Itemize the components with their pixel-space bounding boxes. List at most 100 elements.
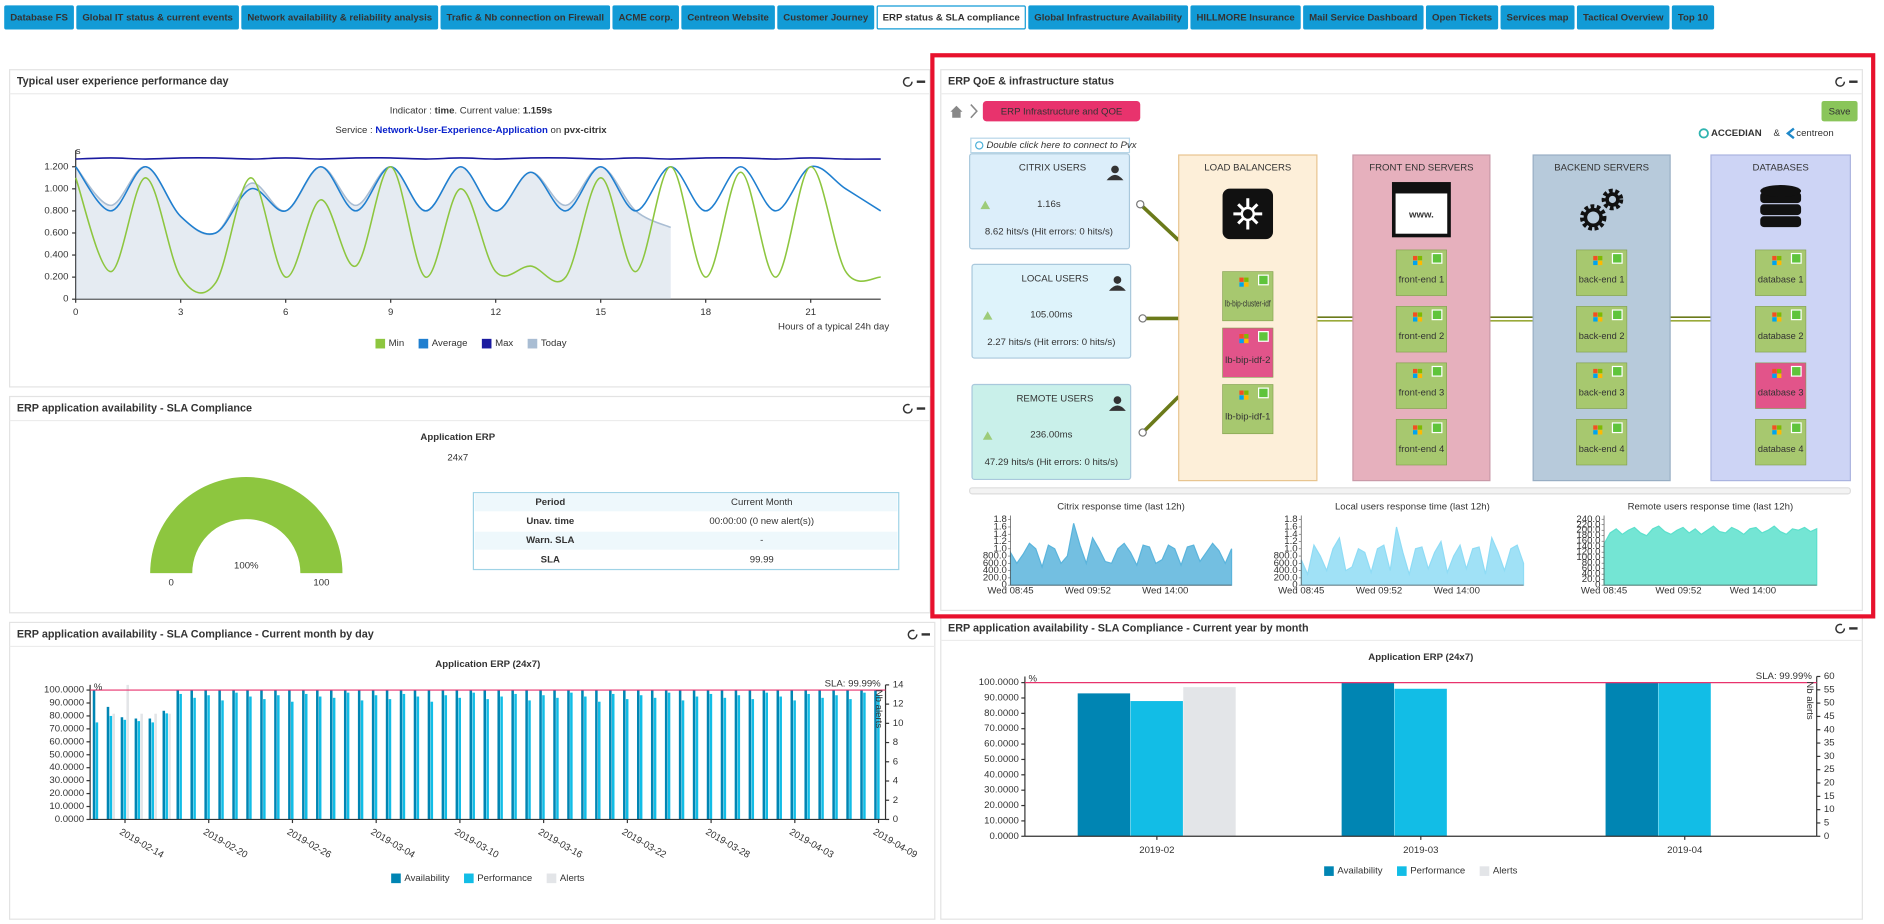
node-os-icon bbox=[1598, 260, 1603, 266]
node-os-icon bbox=[1413, 312, 1418, 317]
node-os-icon bbox=[1244, 277, 1249, 282]
indicator-line: Indicator : time. Current value: 1.159s bbox=[390, 105, 552, 116]
bar bbox=[835, 695, 838, 820]
tab[interactable]: Database FS bbox=[4, 5, 74, 30]
node-os-icon bbox=[1772, 368, 1777, 374]
bar bbox=[176, 690, 180, 820]
x-tick-label: 21 bbox=[805, 307, 816, 318]
node-os-icon bbox=[1777, 373, 1782, 379]
bar bbox=[860, 690, 863, 820]
y-tick-label: 0.0000 bbox=[989, 831, 1018, 842]
node-label: database 2 bbox=[1758, 331, 1804, 342]
y2-tick-label: 30 bbox=[1824, 751, 1835, 762]
service-link[interactable]: Network-User-Experience-Application bbox=[375, 124, 548, 135]
node-os-icon bbox=[1777, 430, 1782, 435]
service-line: Service : Network-User-Experience-Applic… bbox=[335, 124, 607, 135]
home-icon[interactable] bbox=[950, 105, 963, 118]
node-status-check bbox=[1258, 331, 1269, 342]
save-label: Save bbox=[1829, 106, 1851, 117]
gauge-max: 100 bbox=[313, 577, 329, 588]
bar bbox=[751, 699, 755, 820]
tab[interactable]: Trafic & Nb connection on Firewall bbox=[440, 5, 611, 30]
node-os-icon bbox=[1593, 425, 1598, 430]
tab-label: Services map bbox=[1507, 13, 1569, 24]
minimize-icon[interactable] bbox=[916, 80, 926, 83]
minimize-icon[interactable] bbox=[921, 633, 930, 636]
logo-centreon: centreon bbox=[1796, 128, 1833, 139]
user-group-hits: 2.27 hits/s (Hit errors: 0 hits/s) bbox=[987, 337, 1115, 348]
y-tick-label: 600.0 bbox=[1274, 558, 1298, 569]
series-line bbox=[74, 165, 881, 294]
tab[interactable]: Global Infrastructure Availability bbox=[1028, 5, 1189, 30]
y-tick-label: 70.0000 bbox=[984, 723, 1019, 734]
bar bbox=[567, 690, 570, 820]
bar bbox=[399, 690, 403, 820]
y-tick-label: 1.2 bbox=[1284, 536, 1297, 547]
tab[interactable]: ERP status & SLA compliance bbox=[876, 5, 1026, 30]
minimize-icon[interactable] bbox=[1849, 627, 1858, 630]
people-icon bbox=[1113, 396, 1122, 404]
node-status-check bbox=[1431, 365, 1443, 377]
legend-swatch bbox=[464, 873, 474, 884]
bar bbox=[112, 713, 116, 820]
bar bbox=[570, 692, 573, 820]
tab[interactable]: Centreon Website bbox=[681, 5, 775, 30]
tab-bg bbox=[1028, 5, 1189, 30]
tab[interactable]: Open Tickets bbox=[1425, 5, 1499, 30]
sla-label: SLA: 99.99% bbox=[1756, 671, 1813, 682]
refresh-icon[interactable] bbox=[902, 403, 913, 414]
tab-bg bbox=[241, 5, 439, 30]
tab-bg bbox=[777, 5, 875, 30]
legend-label: Availability bbox=[404, 873, 449, 884]
node-status-check bbox=[1790, 309, 1802, 321]
refresh-icon[interactable] bbox=[907, 629, 918, 640]
breadcrumb-pill[interactable] bbox=[982, 100, 1141, 122]
tab[interactable]: Network availability & reliability analy… bbox=[241, 5, 439, 30]
legend-label: Min bbox=[389, 338, 404, 349]
divider-bar bbox=[969, 487, 1851, 495]
y2-tick-label: 8 bbox=[893, 737, 898, 748]
node-os-icon bbox=[1413, 368, 1418, 374]
tab-bg bbox=[1190, 5, 1301, 30]
node-os-icon bbox=[1413, 373, 1418, 379]
tab[interactable]: ACME corp. bbox=[612, 5, 679, 30]
tab[interactable]: Customer Journey bbox=[777, 5, 875, 30]
centreon-logo-mark bbox=[1785, 127, 1795, 140]
tab-label: Top 10 bbox=[1678, 13, 1708, 24]
hint-box[interactable] bbox=[970, 137, 1131, 154]
tab[interactable]: Global IT status & current events bbox=[76, 5, 239, 30]
bar bbox=[609, 690, 612, 820]
bar bbox=[385, 690, 389, 820]
widget-title: ERP application availability - SLA Compl… bbox=[17, 628, 374, 640]
y-tick-label: 200.0 bbox=[1576, 525, 1600, 536]
minimize-icon[interactable] bbox=[916, 407, 926, 410]
refresh-icon[interactable] bbox=[902, 76, 913, 87]
sla-cell-key: Unav. time bbox=[526, 516, 575, 527]
node-os-icon bbox=[1417, 430, 1423, 435]
y-tick-label: 1.4 bbox=[1284, 529, 1298, 540]
y-tick-label: 0 bbox=[1002, 580, 1007, 591]
tier-name: BACKEND SERVERS bbox=[1554, 163, 1649, 174]
bar bbox=[528, 700, 531, 820]
node-status-check bbox=[1611, 422, 1623, 434]
y-tick-label: 200.0 bbox=[983, 572, 1007, 583]
tab[interactable]: Services map bbox=[1500, 5, 1575, 30]
bar bbox=[584, 696, 587, 820]
save-button[interactable] bbox=[1821, 100, 1858, 122]
tab[interactable]: Mail Service Dashboard bbox=[1303, 5, 1424, 30]
tab[interactable]: Top 10 bbox=[1671, 5, 1715, 30]
tab-label: Network availability & reliability analy… bbox=[247, 13, 432, 24]
node-os-icon bbox=[1239, 390, 1244, 395]
y-tick-label: 30.0000 bbox=[984, 785, 1019, 796]
minimize-icon[interactable] bbox=[1849, 80, 1858, 83]
y-tick-label: 1.0 bbox=[994, 543, 1007, 554]
refresh-icon[interactable] bbox=[1835, 76, 1846, 87]
tab[interactable]: HILLMORE Insurance bbox=[1190, 5, 1301, 30]
node-os-icon bbox=[1239, 338, 1244, 344]
bar bbox=[664, 690, 668, 820]
node-os-icon bbox=[1772, 317, 1777, 322]
tab[interactable]: Tactical Overview bbox=[1576, 5, 1670, 30]
sparkline-area bbox=[1603, 525, 1818, 586]
refresh-icon[interactable] bbox=[1835, 623, 1846, 634]
bar bbox=[1130, 701, 1183, 837]
